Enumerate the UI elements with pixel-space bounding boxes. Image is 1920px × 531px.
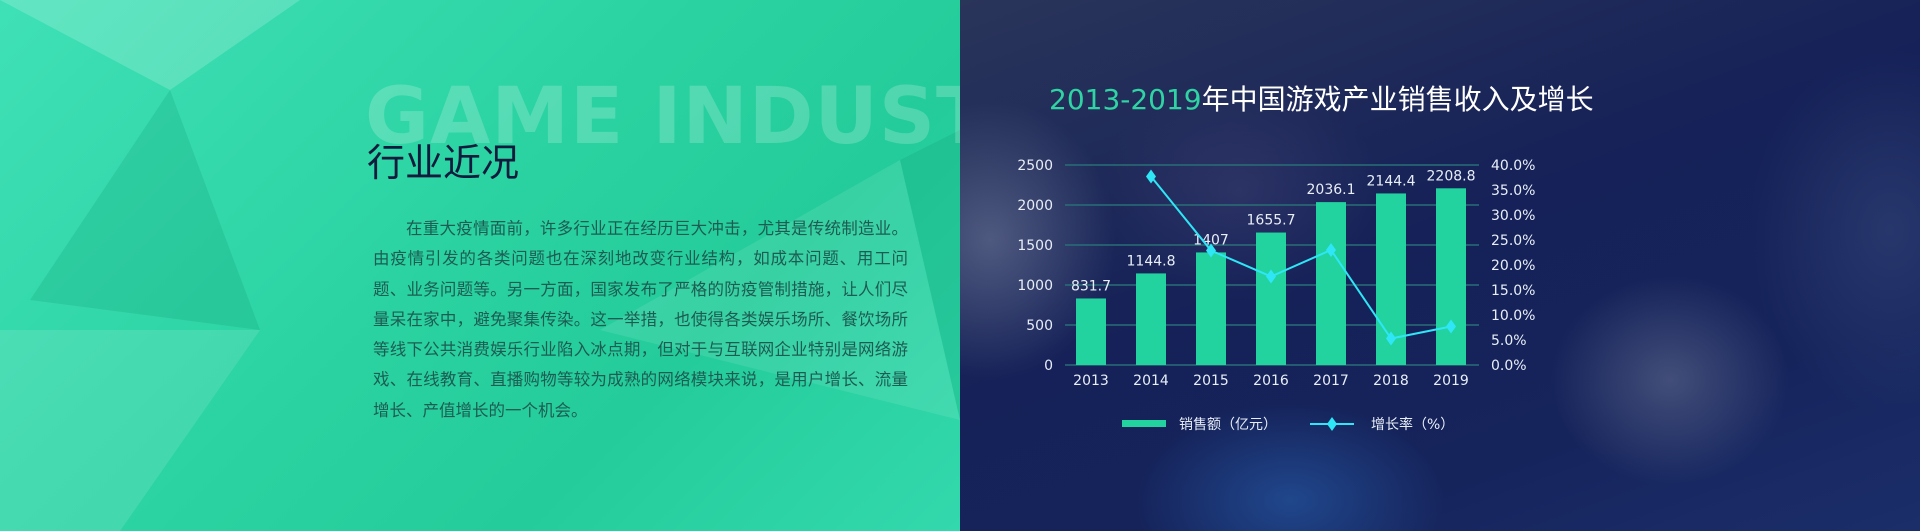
right-axis-tick: 30.0%	[1491, 208, 1535, 224]
body-paragraph: 在重大疫情面前，许多行业正在经历巨大冲击，尤其是传统制造业。由疫情引发的各类问题…	[373, 219, 908, 420]
legend-diamond-icon	[1327, 417, 1337, 431]
legend-bar-label: 销售额（亿元）	[1179, 417, 1277, 433]
x-axis-tick: 2013	[1073, 373, 1109, 389]
x-axis-tick: 2017	[1313, 373, 1349, 389]
left-axis-tick: 1500	[1017, 238, 1053, 254]
growth-line	[1150, 175, 1452, 340]
bar-2014	[1136, 273, 1166, 365]
x-axis-tick: 2015	[1193, 373, 1229, 389]
chart-title-years: 2013-2019	[1049, 83, 1202, 116]
growth-point-marker	[1206, 243, 1216, 258]
left-axis-tick: 0	[1044, 358, 1053, 374]
bar-data-label: 1655.7	[1247, 213, 1296, 229]
x-axis-tick: 2018	[1373, 373, 1409, 389]
growth-point-marker	[1146, 169, 1156, 184]
left-panel: GAME INDUSTRY 行业近况 在重大疫情面前，许多行业正在经历巨大冲击，…	[0, 0, 960, 531]
bar-2013	[1076, 298, 1106, 365]
growth-point-marker	[1326, 243, 1336, 257]
x-axis-tick: 2016	[1253, 373, 1289, 389]
bar-2015	[1196, 252, 1226, 365]
bar-2017	[1316, 202, 1346, 365]
bar-data-label: 1144.8	[1127, 253, 1176, 269]
right-axis-tick: 40.0%	[1491, 158, 1535, 174]
growth-point-marker	[1266, 269, 1276, 284]
legend-line-label: 增长率（%）	[1371, 416, 1454, 433]
bar-2016	[1256, 232, 1286, 365]
right-axis-tick: 5.0%	[1491, 333, 1527, 349]
chart-title: 2013-2019年中国游戏产业销售收入及增长	[1049, 78, 1594, 118]
section-heading: 行业近况	[367, 141, 520, 185]
bar-data-label: 831.7	[1071, 278, 1111, 294]
right-axis-tick: 25.0%	[1491, 233, 1535, 249]
right-axis-tick: 15.0%	[1491, 283, 1535, 299]
polygon-background	[30, 90, 960, 420]
bar-data-label: 2036.1	[1307, 182, 1356, 198]
right-axis-tick: 10.0%	[1491, 308, 1535, 324]
x-axis-tick: 2014	[1133, 373, 1169, 389]
left-axis-tick: 500	[1026, 318, 1053, 334]
background-title: GAME INDUSTRY	[365, 72, 960, 162]
growth-point-marker	[1386, 331, 1396, 346]
right-axis-tick: 0.0%	[1491, 358, 1527, 374]
left-axis-tick: 2500	[1017, 158, 1053, 174]
x-axis-tick: 2019	[1433, 373, 1469, 389]
right-axis-tick: 20.0%	[1491, 258, 1535, 274]
right-axis-tick: 35.0%	[1491, 183, 1535, 199]
left-axis-tick: 1000	[1017, 278, 1053, 294]
legend-bar-swatch	[1122, 420, 1166, 427]
chart-title-text: 年中国游戏产业销售收入及增长	[1201, 83, 1594, 116]
bar-data-label: 1407	[1193, 232, 1229, 248]
bar-2019	[1436, 188, 1466, 365]
bar-data-label: 2144.4	[1367, 173, 1416, 189]
growth-point-marker	[1446, 319, 1456, 334]
left-axis-tick: 2000	[1017, 198, 1053, 214]
bar-data-label: 2208.8	[1427, 168, 1476, 184]
